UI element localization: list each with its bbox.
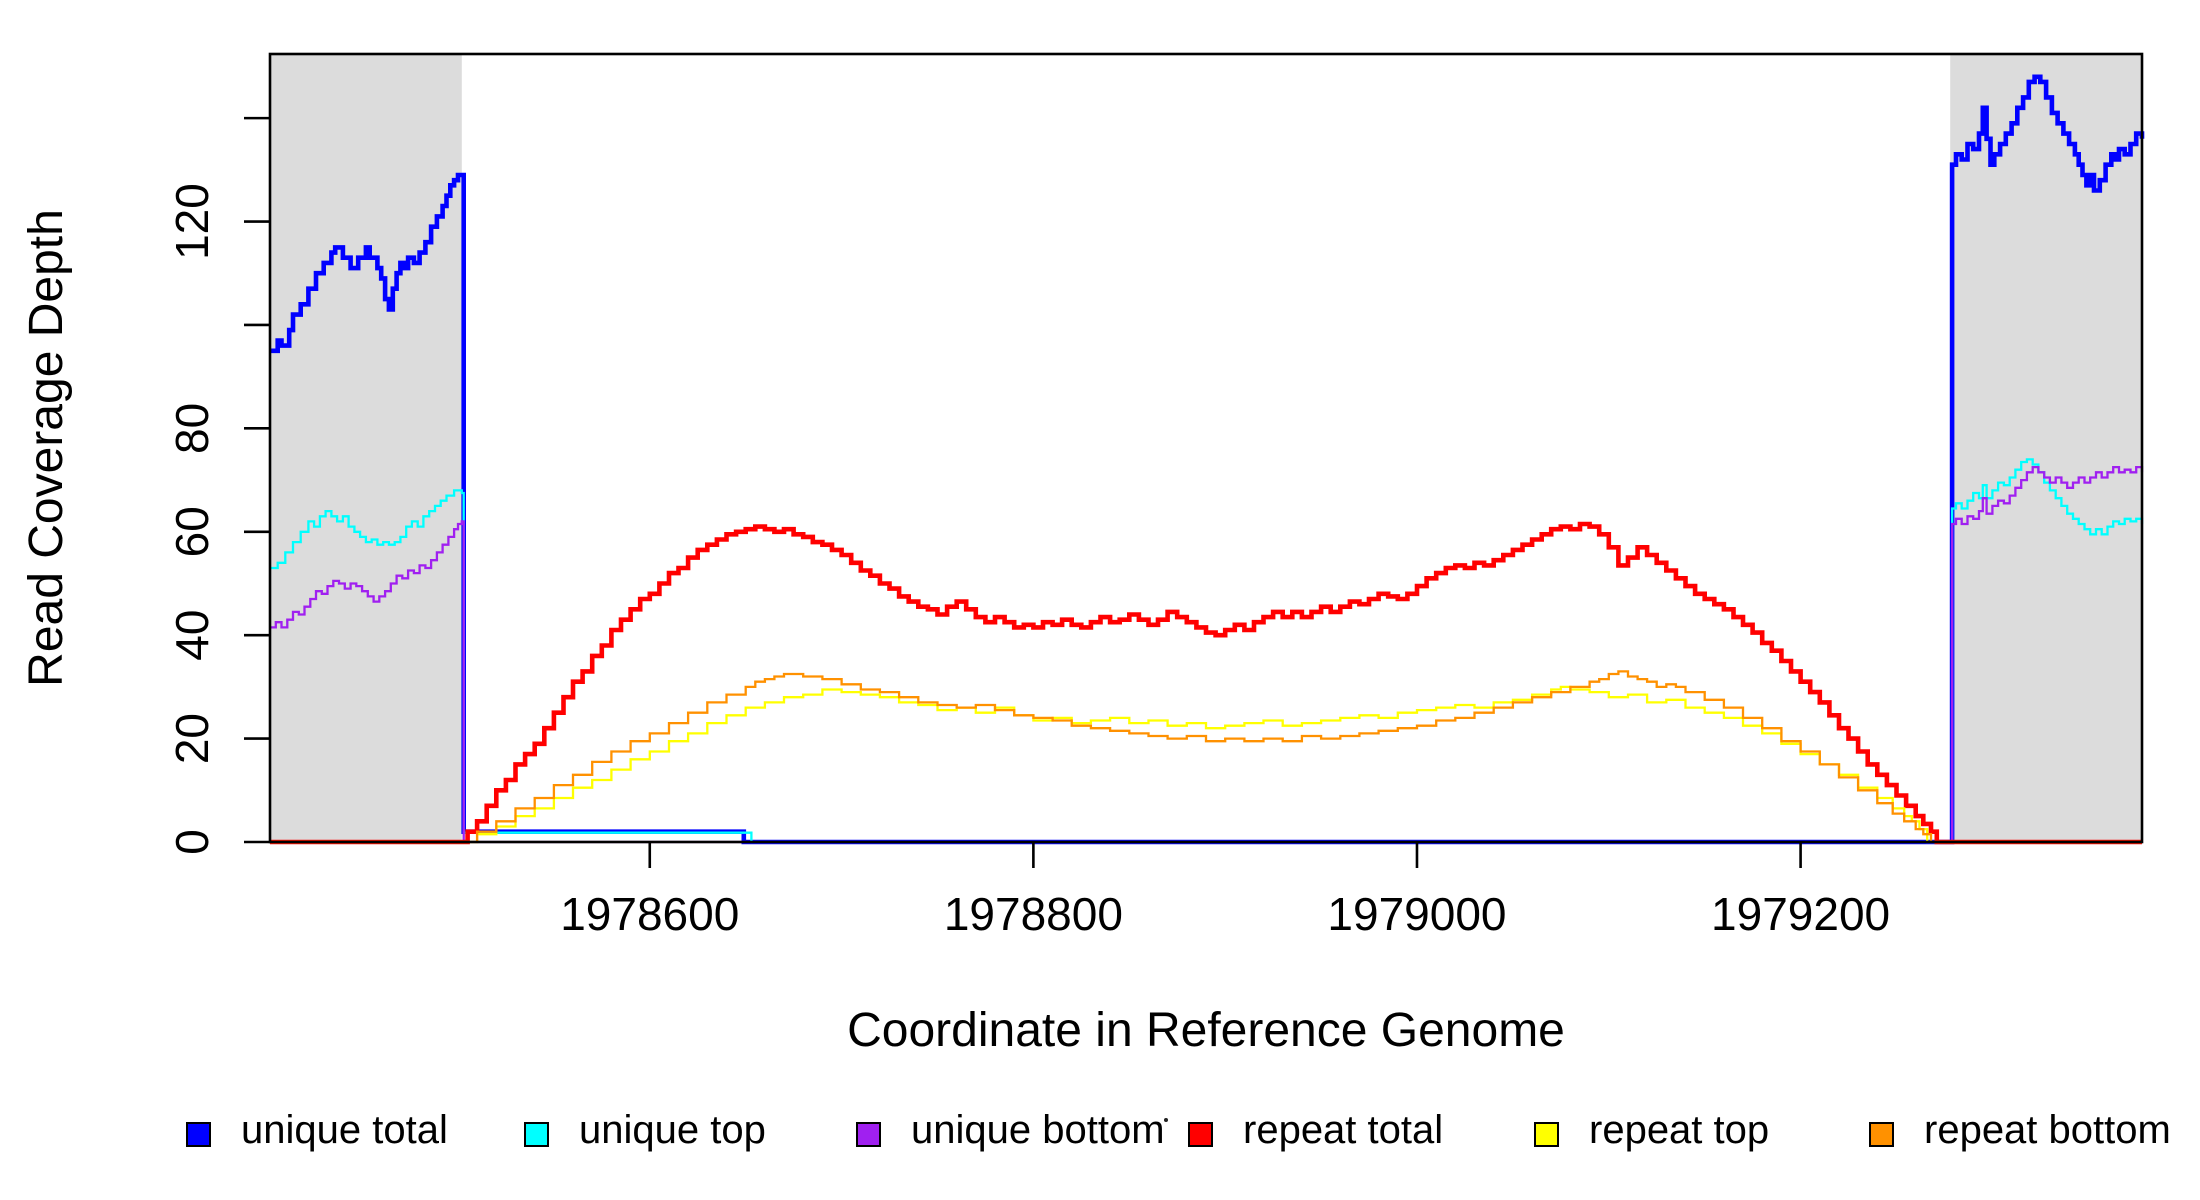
y-tick-label: 120 — [166, 183, 218, 260]
legend-swatch-repeat-bottom — [1869, 1122, 1894, 1147]
series-repeat-total — [270, 521, 2142, 845]
series-repeat-top — [270, 685, 2142, 844]
y-tick-label: 60 — [166, 506, 218, 557]
x-tick-label: 1978600 — [560, 888, 739, 940]
legend-swatch-unique-total — [186, 1122, 211, 1147]
series-unique-bottom — [270, 465, 2144, 844]
y-tick-label: 20 — [166, 713, 218, 764]
legend-swatch-repeat-top — [1534, 1122, 1559, 1147]
stray-dot — [1164, 1118, 1168, 1122]
legend-label-unique-total: unique total — [241, 1108, 448, 1152]
legend-swatch-unique-top — [524, 1122, 549, 1147]
x-axis-title: Coordinate in Reference Genome — [847, 1004, 1565, 1057]
series-repeat-bottom — [270, 670, 2142, 844]
legend-label-repeat-top: repeat top — [1589, 1108, 1769, 1152]
x-tick-label: 1979000 — [1327, 888, 1506, 940]
x-tick-label: 1978800 — [944, 888, 1123, 940]
x-tick-label: 1979200 — [1711, 888, 1890, 940]
y-tick-label: 80 — [166, 403, 218, 454]
shaded-region-right — [1950, 54, 2142, 842]
y-axis-title: Read Coverage Depth — [20, 209, 73, 687]
y-tick-label: 0 — [166, 829, 218, 855]
shaded-region-left — [270, 54, 462, 842]
legend-label-unique-top: unique top — [579, 1108, 766, 1152]
series-unique-top — [270, 458, 2144, 844]
legend-swatch-unique-bottom — [856, 1122, 881, 1147]
legend-label-repeat-total: repeat total — [1243, 1108, 1443, 1152]
plot-border — [268, 52, 2144, 844]
legend-label-repeat-bottom: repeat bottom — [1924, 1108, 2171, 1152]
legend-label-unique-bottom: unique bottom — [911, 1108, 1165, 1152]
y-tick-label: 40 — [166, 610, 218, 661]
legend-swatch-repeat-total — [1188, 1122, 1213, 1147]
